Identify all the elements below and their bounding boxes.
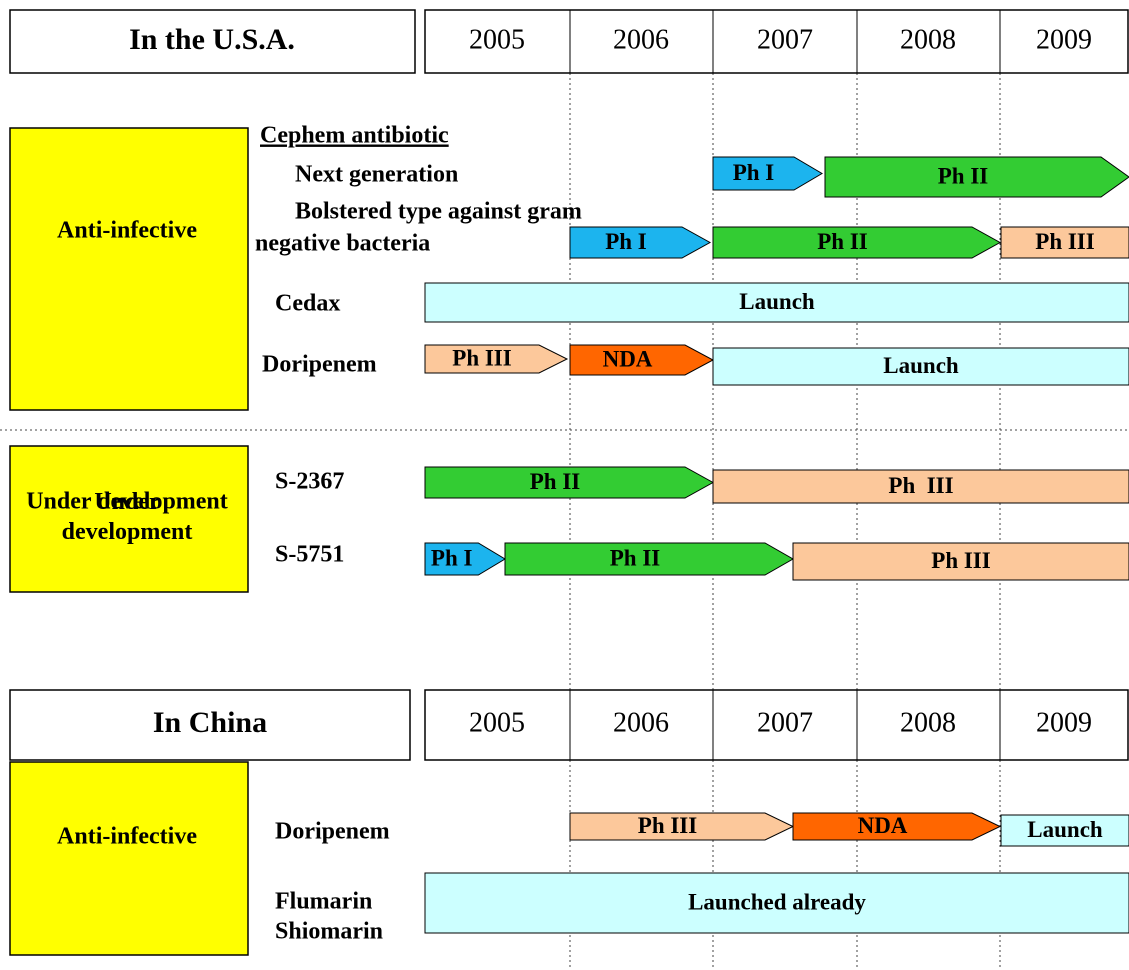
phase-label: Ph III [1035, 229, 1094, 254]
group-label: Anti-infective [57, 824, 197, 850]
group-label: Under development [62, 489, 193, 545]
phase-label: Ph III [452, 345, 511, 370]
phase-label: Launch [1027, 817, 1103, 842]
year-label: 2007 [757, 707, 813, 738]
phase-label: Ph I [733, 160, 775, 185]
year-label: 2006 [613, 24, 669, 55]
phase-bar [1000, 226, 1129, 259]
phase-bar [792, 542, 1129, 581]
phase-bar [504, 542, 795, 576]
item-label: S-2367 [275, 469, 344, 495]
phase-bar [712, 347, 1129, 386]
phase-bar [1000, 814, 1129, 847]
section-title: In the U.S.A. [129, 23, 295, 56]
phase-bar [569, 812, 795, 841]
group-label: Under development [26, 489, 228, 515]
year-label: 2005 [469, 24, 525, 55]
section-title: In China [153, 706, 267, 739]
phase-label: Ph III [931, 548, 990, 573]
phase-bar [424, 466, 715, 499]
phase-bar [712, 469, 1129, 504]
year-label: 2009 [1036, 707, 1092, 738]
phase-bar [424, 542, 506, 576]
header-dividers [569, 10, 1001, 760]
year-label: 2006 [613, 707, 669, 738]
group-boxes [9, 127, 249, 956]
item-label: Next generation [295, 162, 458, 188]
item-label: negative bacteria [255, 231, 430, 257]
item-label: Shiomarin [275, 919, 383, 945]
phase-label: Launch [739, 289, 815, 314]
item-label: Doripenem [275, 819, 390, 845]
phase-label: NDA [858, 813, 908, 838]
phase-bar [712, 156, 823, 191]
year-label: 2008 [900, 707, 956, 738]
header-boxes [9, 9, 1129, 761]
phase-bar [569, 226, 712, 259]
year-label: 2009 [1036, 24, 1092, 55]
year-label: 2005 [469, 707, 525, 738]
phase-label: Ph II [530, 469, 581, 494]
phase-label: Ph III [638, 813, 697, 838]
phase-label: Ph I [605, 229, 647, 254]
phase-label: Ph III [888, 473, 953, 498]
phase-bar [569, 344, 715, 376]
item-label: Flumarin [275, 889, 372, 915]
grid [0, 73, 1129, 970]
phase-label: Ph II [610, 545, 661, 570]
phase-label: Launch [883, 353, 959, 378]
item-label: Bolstered type against gram [295, 199, 582, 225]
year-label: 2007 [757, 24, 813, 55]
phase-bar [712, 226, 1002, 259]
year-label: 2008 [900, 24, 956, 55]
item-label: Doripenem [262, 352, 377, 378]
phase-bar [824, 156, 1129, 198]
item-label: S-5751 [275, 542, 344, 568]
phase-label: Ph II [938, 163, 989, 188]
phase-label: Ph II [817, 229, 868, 254]
item-label: Cedax [275, 291, 340, 317]
phase-label: Ph I [431, 545, 473, 570]
group-label: Anti-infective [57, 218, 197, 244]
phase-label: Launched already [688, 889, 866, 914]
phase-bar [792, 812, 1002, 841]
phase-bar [424, 344, 569, 374]
item-label: Cephem antibiotic [260, 123, 449, 149]
phase-label: NDA [603, 346, 653, 371]
phase-bar [424, 872, 1129, 934]
phase-bar [424, 282, 1129, 323]
